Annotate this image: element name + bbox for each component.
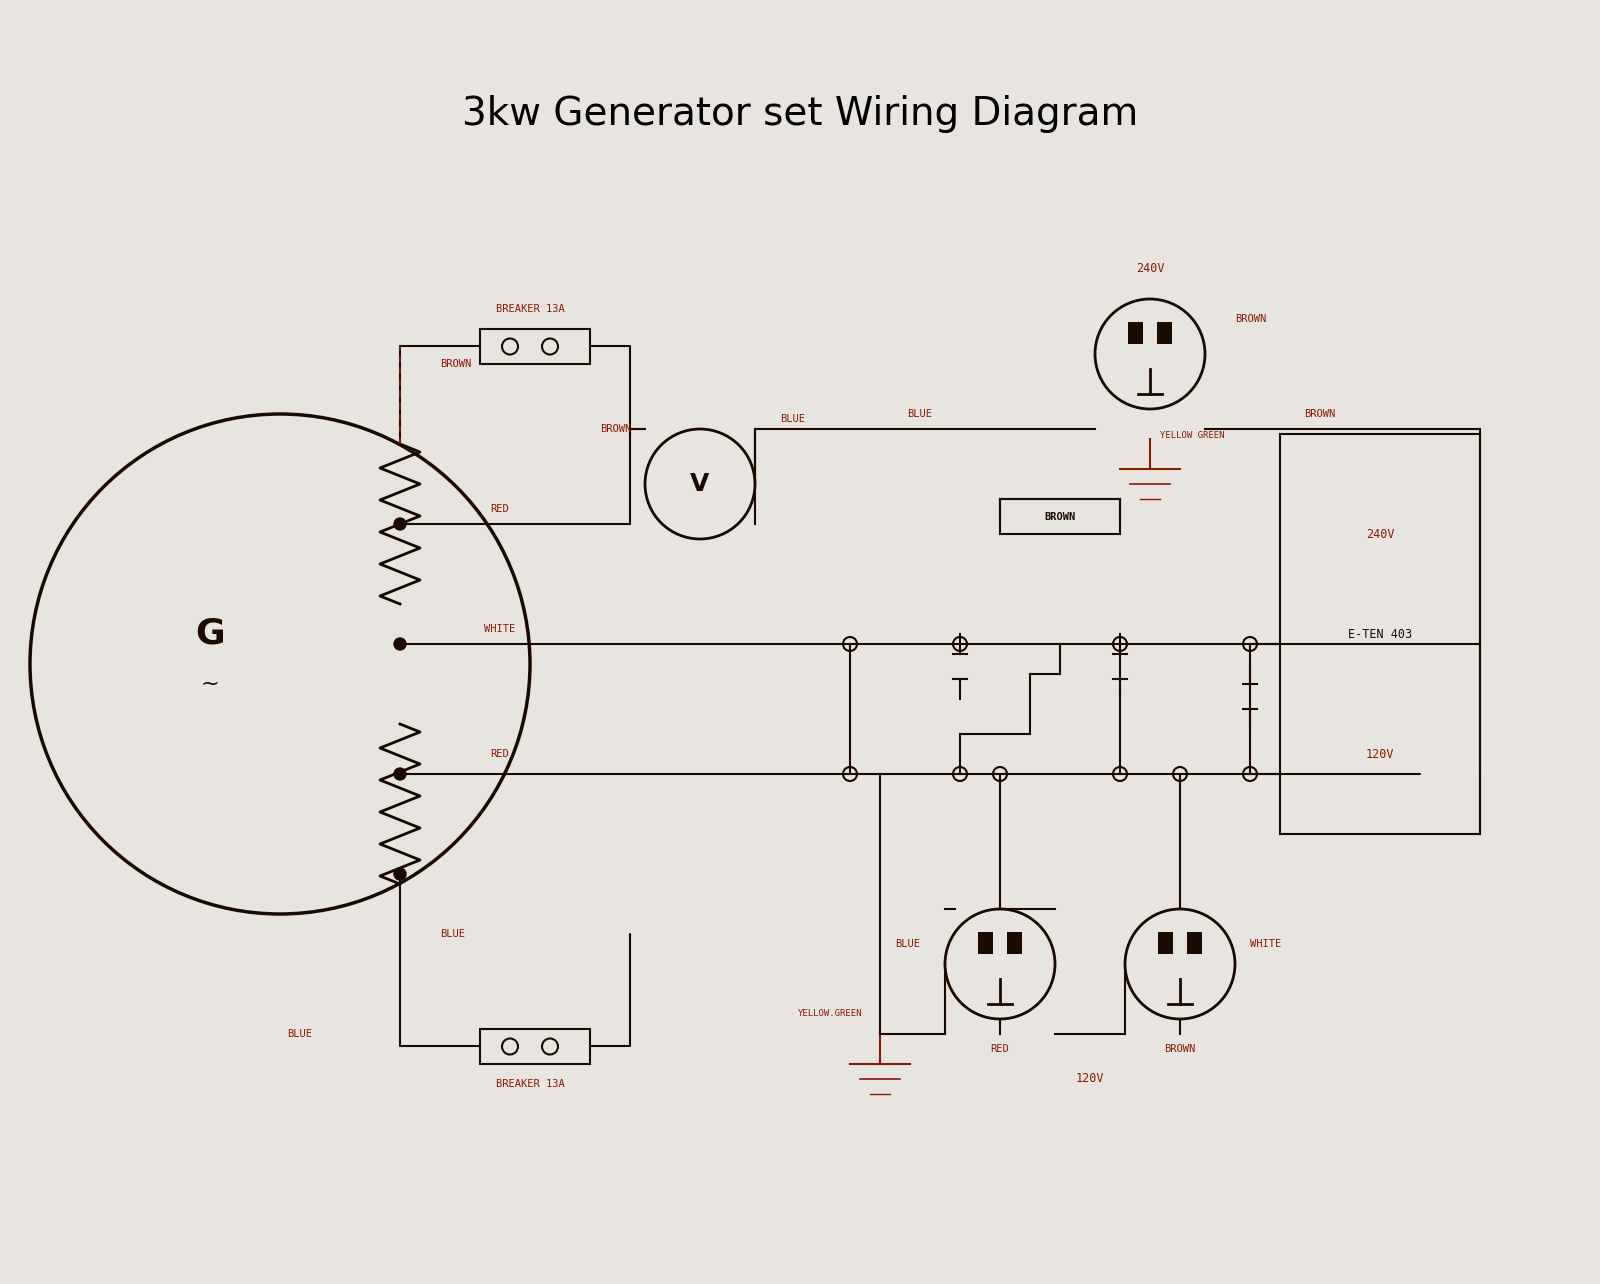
Bar [1187, 932, 1202, 954]
Text: ~: ~ [200, 674, 219, 693]
Circle shape [394, 868, 406, 880]
Text: BROWN: BROWN [600, 424, 632, 434]
Text: BLUE: BLUE [288, 1028, 312, 1039]
Text: 240V: 240V [1136, 262, 1165, 276]
Bar [1000, 499, 1120, 534]
Text: BLUE: BLUE [907, 410, 933, 419]
Bar [480, 329, 590, 363]
Text: WHITE: WHITE [1250, 939, 1282, 949]
Text: WHITE: WHITE [485, 624, 515, 634]
Text: 120V: 120V [1366, 747, 1394, 760]
Text: 120V: 120V [1075, 1072, 1104, 1085]
Bar [1128, 322, 1142, 344]
Circle shape [394, 638, 406, 650]
Text: V: V [690, 473, 710, 496]
Text: BROWN: BROWN [1235, 315, 1266, 324]
Text: 3kw Generator set Wiring Diagram: 3kw Generator set Wiring Diagram [462, 95, 1138, 134]
Text: BREAKER 13A: BREAKER 13A [496, 304, 565, 315]
Text: BROWN: BROWN [1304, 410, 1336, 419]
Text: YELLOW.GREEN: YELLOW.GREEN [798, 1009, 862, 1018]
Text: BROWN: BROWN [1165, 1044, 1195, 1054]
Bar [1157, 322, 1171, 344]
Text: G: G [195, 618, 226, 651]
Text: BLUE: BLUE [781, 413, 805, 424]
Bar [1280, 434, 1480, 835]
Circle shape [394, 517, 406, 530]
Text: 240V: 240V [1366, 528, 1394, 541]
Text: RED: RED [491, 505, 509, 514]
Bar [978, 932, 994, 954]
Text: BLUE: BLUE [894, 939, 920, 949]
Text: BREAKER 13A: BREAKER 13A [496, 1079, 565, 1089]
Bar [1006, 932, 1022, 954]
Text: RED: RED [491, 749, 509, 759]
Bar [480, 1028, 590, 1064]
Circle shape [394, 768, 406, 779]
Bar [1158, 932, 1173, 954]
Text: YELLOW GREEN: YELLOW GREEN [1160, 431, 1224, 440]
Text: BLUE: BLUE [440, 930, 466, 939]
Text: BROWN: BROWN [440, 360, 472, 369]
Text: RED: RED [990, 1044, 1010, 1054]
Text: BROWN: BROWN [1045, 511, 1075, 521]
Text: E-TEN 403: E-TEN 403 [1347, 628, 1413, 641]
